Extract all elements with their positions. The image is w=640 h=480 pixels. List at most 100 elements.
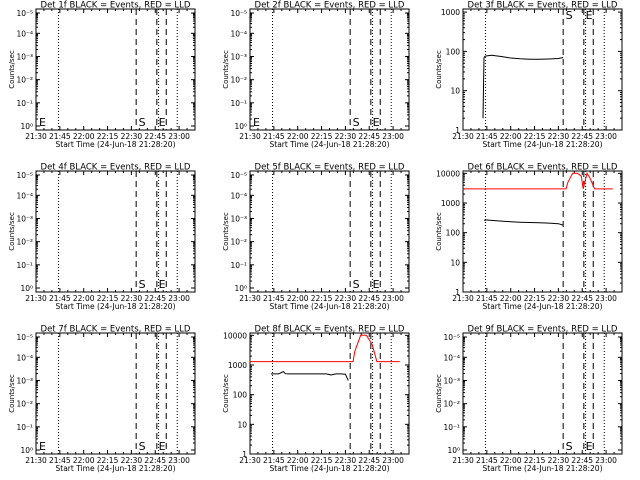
y-tick-label: 10⁻⁵ <box>230 9 247 18</box>
x-tick-label: 22:00 <box>287 132 309 141</box>
y-tick-label: 1 <box>455 288 460 297</box>
plot-frame <box>249 332 410 455</box>
event-marker-label: S <box>353 278 360 291</box>
y-tick-label: 10⁻¹ <box>16 99 33 108</box>
y-axis-label: Counts/sec <box>8 374 16 413</box>
event-marker-label: E <box>373 116 380 129</box>
x-tick-label: 22:15 <box>311 294 333 303</box>
x-tick-label: 21:30 <box>25 456 47 465</box>
event-marker-label: S <box>139 278 146 291</box>
y-tick-label: 10⁻⁵ <box>443 333 460 342</box>
y-tick-label: 10⁻⁵ <box>16 9 33 18</box>
x-tick-label: 22:00 <box>287 456 309 465</box>
y-axis-label: Counts/sec <box>222 374 230 413</box>
chart-panel: Det 7f BLACK = Events, RED = LLD 21:30 21:… <box>8 325 196 473</box>
x-tick-label: 22:00 <box>73 294 95 303</box>
y-tick-label: 10⁻³ <box>443 376 460 385</box>
events-series-line <box>271 370 349 381</box>
chart-title: Det 3f BLACK = Events, RED = LLD <box>468 1 618 11</box>
x-tick-label: 23:00 <box>382 132 404 141</box>
y-tick-label: 100 <box>446 229 461 238</box>
x-tick-label: 23:00 <box>595 456 617 465</box>
x-tick-label: 21:45 <box>476 456 498 465</box>
chart-panel: Det 9f BLACK = Events, RED = LLD 21:30 21:… <box>435 325 623 473</box>
x-tick-label: 22:45 <box>144 294 166 303</box>
y-tick-label: 10⁰ <box>234 122 247 131</box>
events-series-line <box>483 219 564 226</box>
x-tick-label: 21:30 <box>452 294 474 303</box>
x-axis-label: Start Time (24-Jun-18 21:28:20) <box>56 464 176 473</box>
y-tick-label: 10 <box>450 258 460 267</box>
y-tick-label: 10⁻² <box>16 400 33 409</box>
x-tick-label: 22:00 <box>73 456 95 465</box>
y-tick-label: 10⁻⁵ <box>16 333 33 342</box>
x-tick-label: 22:30 <box>121 456 143 465</box>
x-tick-label: 22:30 <box>335 456 357 465</box>
plot-frame <box>249 8 410 131</box>
chart-panel: Det 6f BLACK = Events, RED = LLD 21:30 21:… <box>435 163 623 311</box>
x-tick-label: 22:30 <box>121 294 143 303</box>
chart-title: Det 1f BLACK = Events, RED = LLD <box>41 1 191 11</box>
x-tick-label: 21:45 <box>49 294 71 303</box>
x-axis-label: Start Time (24-Jun-18 21:28:20) <box>483 140 603 149</box>
y-axis-label: Counts/sec <box>435 212 443 251</box>
y-tick-label: 10⁻⁵ <box>230 171 247 180</box>
y-tick-label: 10⁻² <box>230 238 247 247</box>
y-tick-label: 10⁻³ <box>16 52 33 61</box>
x-tick-label: 22:15 <box>524 294 546 303</box>
x-tick-label: 22:45 <box>571 456 593 465</box>
chart-panel: Det 5f BLACK = Events, RED = LLD 21:30 21:… <box>222 163 410 311</box>
event-marker-label: E <box>373 278 380 291</box>
x-axis-label: Start Time (24-Jun-18 21:28:20) <box>270 464 390 473</box>
event-marker-label: E <box>159 440 166 453</box>
y-tick-label: 10000 <box>223 331 247 340</box>
y-tick-label: 10⁰ <box>447 446 460 455</box>
x-tick-label: 23:00 <box>382 456 404 465</box>
lld-series-line <box>463 172 613 190</box>
x-tick-label: 22:30 <box>548 456 570 465</box>
x-tick-label: 22:30 <box>335 294 357 303</box>
x-tick-label: 22:45 <box>144 132 166 141</box>
y-tick-label: 10 <box>450 87 460 96</box>
x-axis-label: Start Time (24-Jun-18 21:28:20) <box>56 302 176 311</box>
y-tick-label: 1000 <box>441 8 460 17</box>
y-tick-label: 10⁰ <box>234 284 247 293</box>
x-tick-label: 21:45 <box>476 132 498 141</box>
event-marker-label: E <box>159 278 166 291</box>
event-marker-label: S <box>353 116 360 129</box>
y-tick-label: 10 <box>237 420 247 429</box>
chart-title: Det 7f BLACK = Events, RED = LLD <box>41 325 191 335</box>
y-tick-label: 10⁻¹ <box>230 99 247 108</box>
event-marker-label: S <box>566 440 573 453</box>
x-axis-label: Start Time (24-Jun-18 21:28:20) <box>56 140 176 149</box>
x-tick-label: 22:45 <box>571 132 593 141</box>
x-tick-label: 21:30 <box>239 294 261 303</box>
x-tick-label: 22:15 <box>97 456 119 465</box>
x-tick-label: 21:30 <box>452 456 474 465</box>
event-marker-label: S <box>566 9 573 22</box>
y-axis-label: Counts/sec <box>435 50 443 89</box>
x-tick-label: 23:00 <box>595 132 617 141</box>
x-tick-label: 21:30 <box>25 132 47 141</box>
x-axis-label: Start Time (24-Jun-18 21:28:20) <box>270 140 390 149</box>
chart-title: Det 4f BLACK = Events, RED = LLD <box>41 163 191 173</box>
y-tick-label: 10⁰ <box>20 284 33 293</box>
x-tick-label: 22:30 <box>548 294 570 303</box>
chart-panel: Det 3f BLACK = Events, RED = LLD 21:30 21:… <box>435 1 623 149</box>
plot-frame <box>35 170 196 293</box>
y-tick-label: 10⁻⁴ <box>230 29 247 38</box>
x-tick-label: 21:30 <box>452 132 474 141</box>
x-tick-label: 21:45 <box>263 456 285 465</box>
x-tick-label: 23:00 <box>382 294 404 303</box>
y-tick-label: 10⁻¹ <box>16 261 33 270</box>
x-tick-label: 22:15 <box>311 456 333 465</box>
y-tick-label: 1 <box>242 450 247 459</box>
x-tick-label: 22:15 <box>311 132 333 141</box>
x-tick-label: 23:00 <box>168 132 190 141</box>
event-marker-label: E <box>39 116 46 129</box>
chart-panel: Det 1f BLACK = Events, RED = LLD 21:30 21:… <box>8 1 196 149</box>
y-tick-label: 1 <box>455 126 460 135</box>
x-tick-label: 22:15 <box>97 294 119 303</box>
events-series-line <box>482 54 564 119</box>
